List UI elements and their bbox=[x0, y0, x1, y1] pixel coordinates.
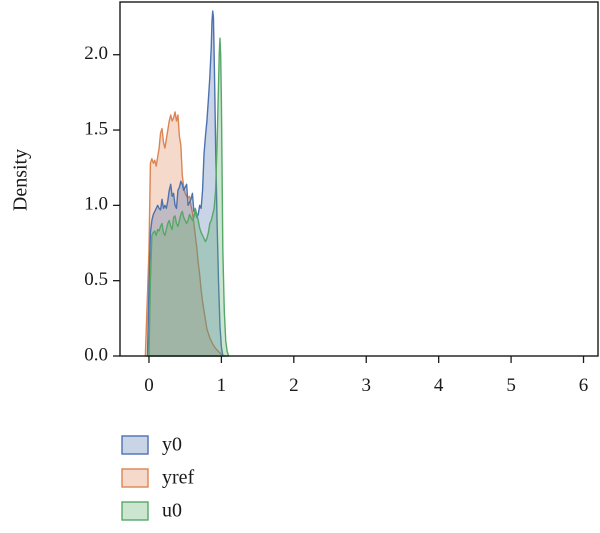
y-tick-label: 1.0 bbox=[84, 194, 108, 215]
x-tick-label: 6 bbox=[579, 375, 589, 396]
plot-frame bbox=[119, 1, 599, 357]
x-tick-label: 5 bbox=[506, 375, 516, 396]
y-tick-label: 0.5 bbox=[84, 269, 108, 290]
x-axis: 0 1 2 3 4 5 6 bbox=[144, 356, 588, 396]
density-areas bbox=[144, 10, 230, 357]
y-tick-label: 0.0 bbox=[84, 344, 108, 365]
density-area-series-2 bbox=[148, 37, 230, 357]
legend-swatch bbox=[121, 435, 149, 455]
x-tick-label: 4 bbox=[434, 375, 444, 396]
x-tick-label: 0 bbox=[144, 375, 154, 396]
density-area-series-1 bbox=[146, 10, 224, 357]
x-tick-label: 1 bbox=[217, 375, 227, 396]
legend-label: y0 bbox=[162, 434, 182, 456]
y-tick-label: 1.5 bbox=[84, 118, 108, 139]
legend-label: u0 bbox=[162, 500, 182, 522]
density-area-series-0 bbox=[144, 111, 226, 357]
x-tick-label: 2 bbox=[289, 375, 299, 396]
x-tick-label: 3 bbox=[361, 375, 371, 396]
y-axis-label: Density bbox=[10, 149, 32, 211]
y-axis: 0.0 0.5 1.0 1.5 2.0 bbox=[84, 43, 120, 365]
legend-swatch bbox=[121, 468, 149, 488]
legend-swatch bbox=[121, 501, 149, 521]
legend: y0 yref u0 bbox=[121, 434, 195, 522]
legend-label: yref bbox=[162, 467, 195, 489]
y-tick-label: 2.0 bbox=[84, 43, 108, 64]
